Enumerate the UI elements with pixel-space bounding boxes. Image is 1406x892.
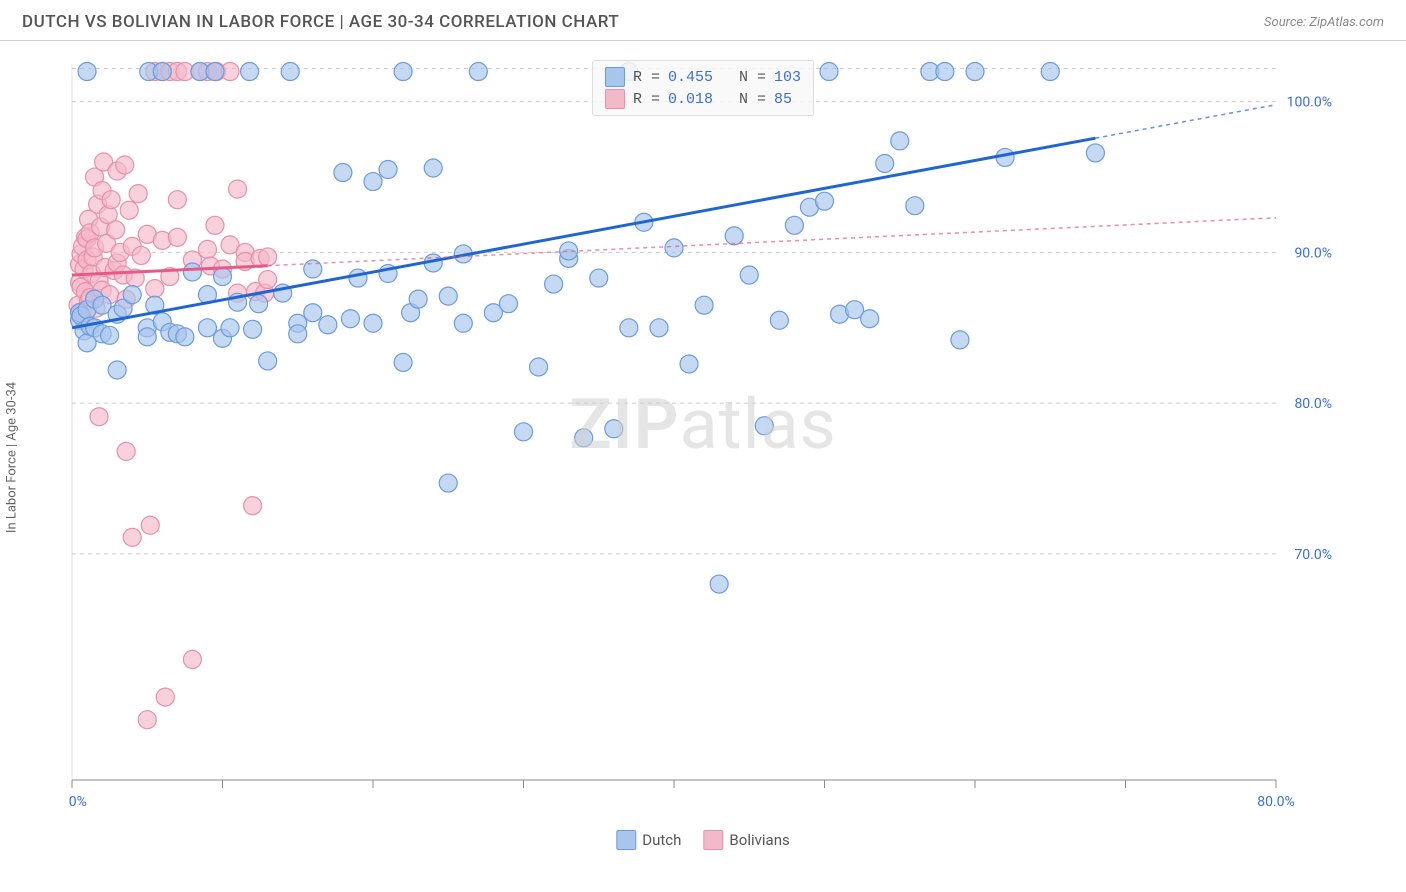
series-legend: Dutch Bolivians xyxy=(616,830,789,850)
legend-correlation-row: R =0.018N = 85 xyxy=(605,89,801,109)
svg-text:90.0%: 90.0% xyxy=(1294,245,1332,261)
legend-series-item: Dutch xyxy=(616,830,681,850)
legend-series-item: Bolivians xyxy=(703,830,789,850)
svg-text:0.0%: 0.0% xyxy=(68,794,87,810)
legend-swatch xyxy=(616,830,636,850)
chart-title: DUTCH VS BOLIVIAN IN LABOR FORCE | AGE 3… xyxy=(22,12,619,32)
svg-text:80.0%: 80.0% xyxy=(1294,396,1332,412)
legend-swatch xyxy=(605,89,625,109)
scatter-chart-svg: 70.0% 80.0% 90.0% 100.0% 0.0% 80.0% xyxy=(68,60,1338,820)
legend-swatch xyxy=(605,67,625,87)
legend-series-label: Bolivians xyxy=(729,831,789,849)
legend-series-label: Dutch xyxy=(642,831,681,849)
chart-container: In Labor Force | Age 30-34 70.0%80.0%90.… xyxy=(22,50,1384,850)
plot-area: 70.0%80.0%90.0%100.0%0.0%80.0% ZIPatlas … xyxy=(68,60,1338,820)
legend-swatch xyxy=(703,830,723,850)
chart-header: DUTCH VS BOLIVIAN IN LABOR FORCE | AGE 3… xyxy=(0,0,1406,41)
y-axis-label: In Labor Force | Age 30-34 xyxy=(5,382,20,533)
svg-text:100.0%: 100.0% xyxy=(1287,95,1332,111)
svg-text:80.0%: 80.0% xyxy=(1257,794,1295,810)
svg-text:70.0%: 70.0% xyxy=(1294,547,1332,563)
chart-source: Source: ZipAtlas.com xyxy=(1264,15,1384,30)
legend-correlation-row: R =0.455N =103 xyxy=(605,67,801,87)
correlation-legend: R =0.455N =103R =0.018N = 85 xyxy=(592,60,814,116)
